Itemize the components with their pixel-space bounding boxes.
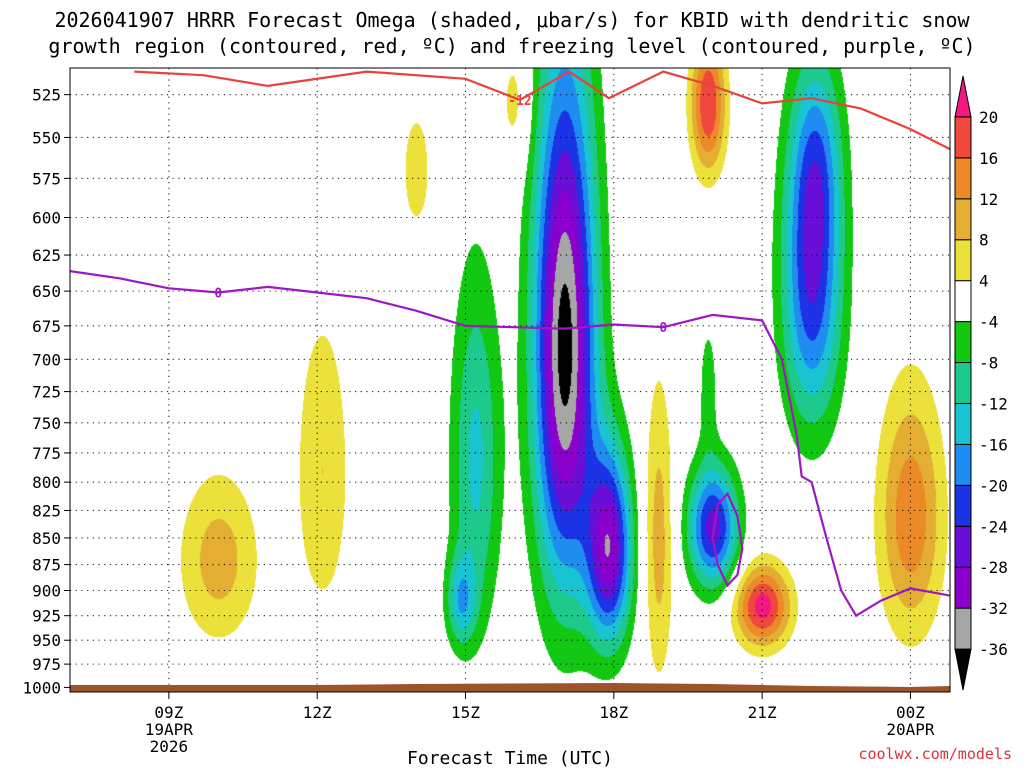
colorbar-label: 16 <box>979 149 998 168</box>
colorbar-label: 4 <box>979 272 989 291</box>
y-tick-label: 700 <box>32 350 61 369</box>
contour-label: -12 <box>508 94 531 109</box>
colorbar-swatch <box>954 157 972 200</box>
y-tick-label: 775 <box>32 444 61 463</box>
y-tick-label: 900 <box>32 581 61 600</box>
colorbar-swatch <box>954 402 972 445</box>
colorbar-label: -20 <box>979 476 1008 495</box>
freezing-level-contour-line <box>70 270 950 618</box>
colorbar-swatch <box>954 443 972 486</box>
colorbar-swatch <box>954 525 972 568</box>
contour-label: 0 <box>659 321 667 336</box>
chart-title-line2: growth region (contoured, red, ºC) and f… <box>48 34 975 58</box>
x-tick-date: 19APR <box>145 720 194 739</box>
colorbar-swatch <box>954 116 972 159</box>
contour-label: 0 <box>214 287 222 302</box>
x-tick-label: 09Z <box>154 703 183 722</box>
freezing-level-contour-loop <box>711 491 744 588</box>
credit-text: coolwx.com/models <box>858 745 1012 763</box>
x-tick-label: 21Z <box>748 703 777 722</box>
y-tick-label: 750 <box>32 414 61 433</box>
x-tick-label: 00Z <box>896 703 925 722</box>
colorbar-label: 20 <box>979 108 998 127</box>
colorbar-swatch <box>954 362 972 404</box>
y-axis: 525 550 575 600 625 650 675 700 725 750 775 800 825 8… <box>22 86 70 697</box>
colorbar-swatch <box>954 566 972 609</box>
y-tick-label: 575 <box>32 169 61 188</box>
colorbar-swatch <box>954 607 972 650</box>
colorbar-label: -28 <box>979 558 1008 577</box>
colorbar-label: -16 <box>979 435 1008 454</box>
colorbar-swatch <box>954 321 972 364</box>
colorbar-swatch <box>954 239 972 282</box>
colorbar: -36 -32 -28 -24 -20 -16 -12 -8 -4 4 8 12 16 20 <box>954 75 1008 691</box>
y-tick-label: 675 <box>32 317 61 336</box>
x-tick-label: 15Z <box>451 703 480 722</box>
y-tick-label: 525 <box>32 86 61 105</box>
colorbar-label: 8 <box>979 231 989 250</box>
omega-shading <box>70 68 950 692</box>
y-tick-label: 925 <box>32 607 61 626</box>
y-tick-label: 850 <box>32 529 61 548</box>
grid-lines <box>70 68 950 692</box>
x-tick-date: 20APR <box>886 720 935 739</box>
y-tick-label: 600 <box>32 209 61 228</box>
x-axis-label: Forecast Time (UTC) <box>407 748 613 768</box>
y-tick-label: 875 <box>32 556 61 575</box>
x-tick-label: 12Z <box>303 703 332 722</box>
y-tick-label: 800 <box>32 473 61 492</box>
contour-labels: -12 0 0 <box>214 94 667 336</box>
y-tick-label: 1000 <box>22 678 61 697</box>
colorbar-label: 12 <box>979 190 998 209</box>
y-tick-label: 650 <box>32 282 61 301</box>
colorbar-label: -32 <box>979 599 1008 618</box>
colorbar-extend-top <box>954 75 972 118</box>
colorbar-swatch <box>954 198 972 241</box>
dgz-contour-line <box>134 70 950 151</box>
y-tick-label: 975 <box>32 655 61 674</box>
colorbar-extend-bottom <box>954 648 972 691</box>
y-tick-label: 625 <box>32 246 61 265</box>
terrain-surface <box>70 683 950 692</box>
plot-frame <box>69 67 951 693</box>
colorbar-swatch <box>954 484 972 527</box>
y-tick-label: 550 <box>32 128 61 147</box>
colorbar-swatch <box>954 280 972 323</box>
colorbar-label: -8 <box>979 354 998 373</box>
chart-title-line1: 2026041907 HRRR Forecast Omega (shaded, … <box>54 8 970 32</box>
x-tick-label: 18Z <box>599 703 628 722</box>
x-tick-year: 2026 <box>150 737 189 756</box>
y-tick-label: 950 <box>32 631 61 650</box>
y-tick-label: 725 <box>32 383 61 402</box>
colorbar-label: -36 <box>979 640 1008 659</box>
colorbar-label: -12 <box>979 394 1008 413</box>
colorbar-label: -4 <box>979 313 998 332</box>
y-tick-label: 825 <box>32 501 61 520</box>
colorbar-label: -24 <box>979 517 1008 536</box>
